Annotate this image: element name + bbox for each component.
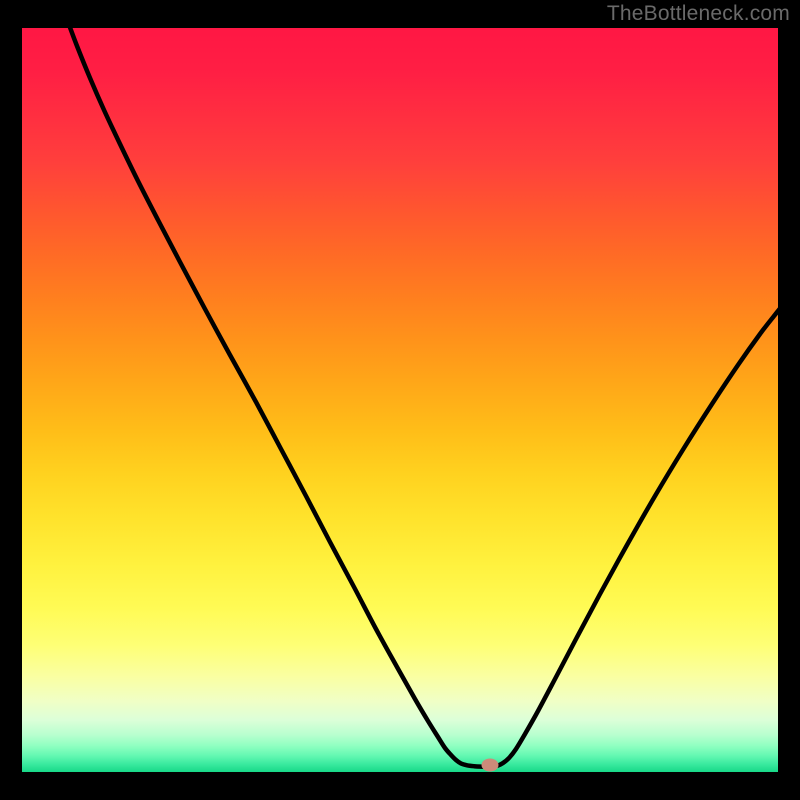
highlight-marker bbox=[482, 759, 499, 772]
watermark-text: TheBottleneck.com bbox=[607, 2, 790, 26]
gradient-rect bbox=[22, 28, 778, 772]
plot-svg bbox=[22, 28, 778, 772]
plot-area bbox=[22, 28, 778, 772]
chart-frame: TheBottleneck.com bbox=[0, 0, 800, 800]
